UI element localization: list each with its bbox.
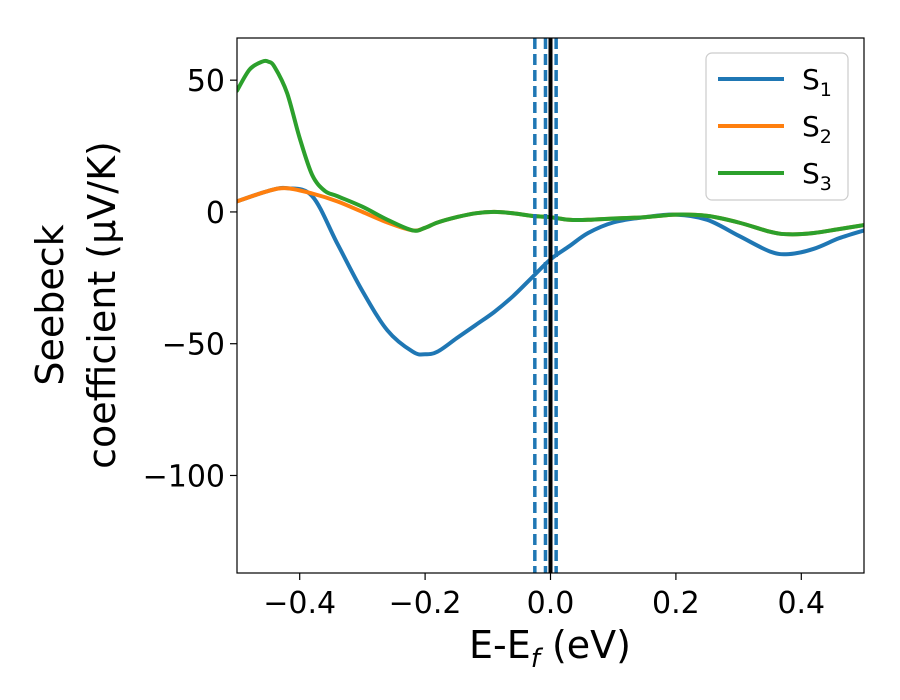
x-tick-label: −0.4 — [263, 586, 336, 621]
x-axis: −0.4 −0.2 0.0 0.2 0.4 — [263, 573, 825, 621]
x-tick-label: 0.4 — [777, 586, 825, 621]
y-axis-label: Seebeck coefficient (μV/K) — [28, 141, 124, 469]
fermi-lines-layer — [533, 38, 558, 573]
series-3-line — [237, 58, 864, 237]
x-tick-label: 0.2 — [652, 586, 700, 621]
x-axis-label: E-Ef (eV) — [469, 623, 631, 674]
y-axis-label-line2: coefficient (μV/K) — [80, 141, 124, 469]
y-axis-label-line1: Seebeck — [28, 224, 72, 385]
legend-label-1: S1 — [802, 63, 832, 101]
legend-label-2: S2 — [802, 110, 832, 148]
x-tick-label: 0.0 — [527, 586, 575, 621]
y-tick-label: 50 — [187, 64, 225, 99]
y-tick-label: −50 — [162, 328, 225, 363]
y-axis: 50 0 −50 −100 — [143, 64, 237, 494]
legend: S1 S2 S3 — [705, 52, 849, 201]
x-tick-label: −0.2 — [389, 586, 462, 621]
series-1-line — [237, 185, 864, 357]
y-tick-label: −100 — [143, 459, 225, 494]
y-tick-label: 0 — [206, 196, 225, 231]
legend-label-3: S3 — [802, 157, 832, 195]
series-layer — [237, 58, 864, 357]
